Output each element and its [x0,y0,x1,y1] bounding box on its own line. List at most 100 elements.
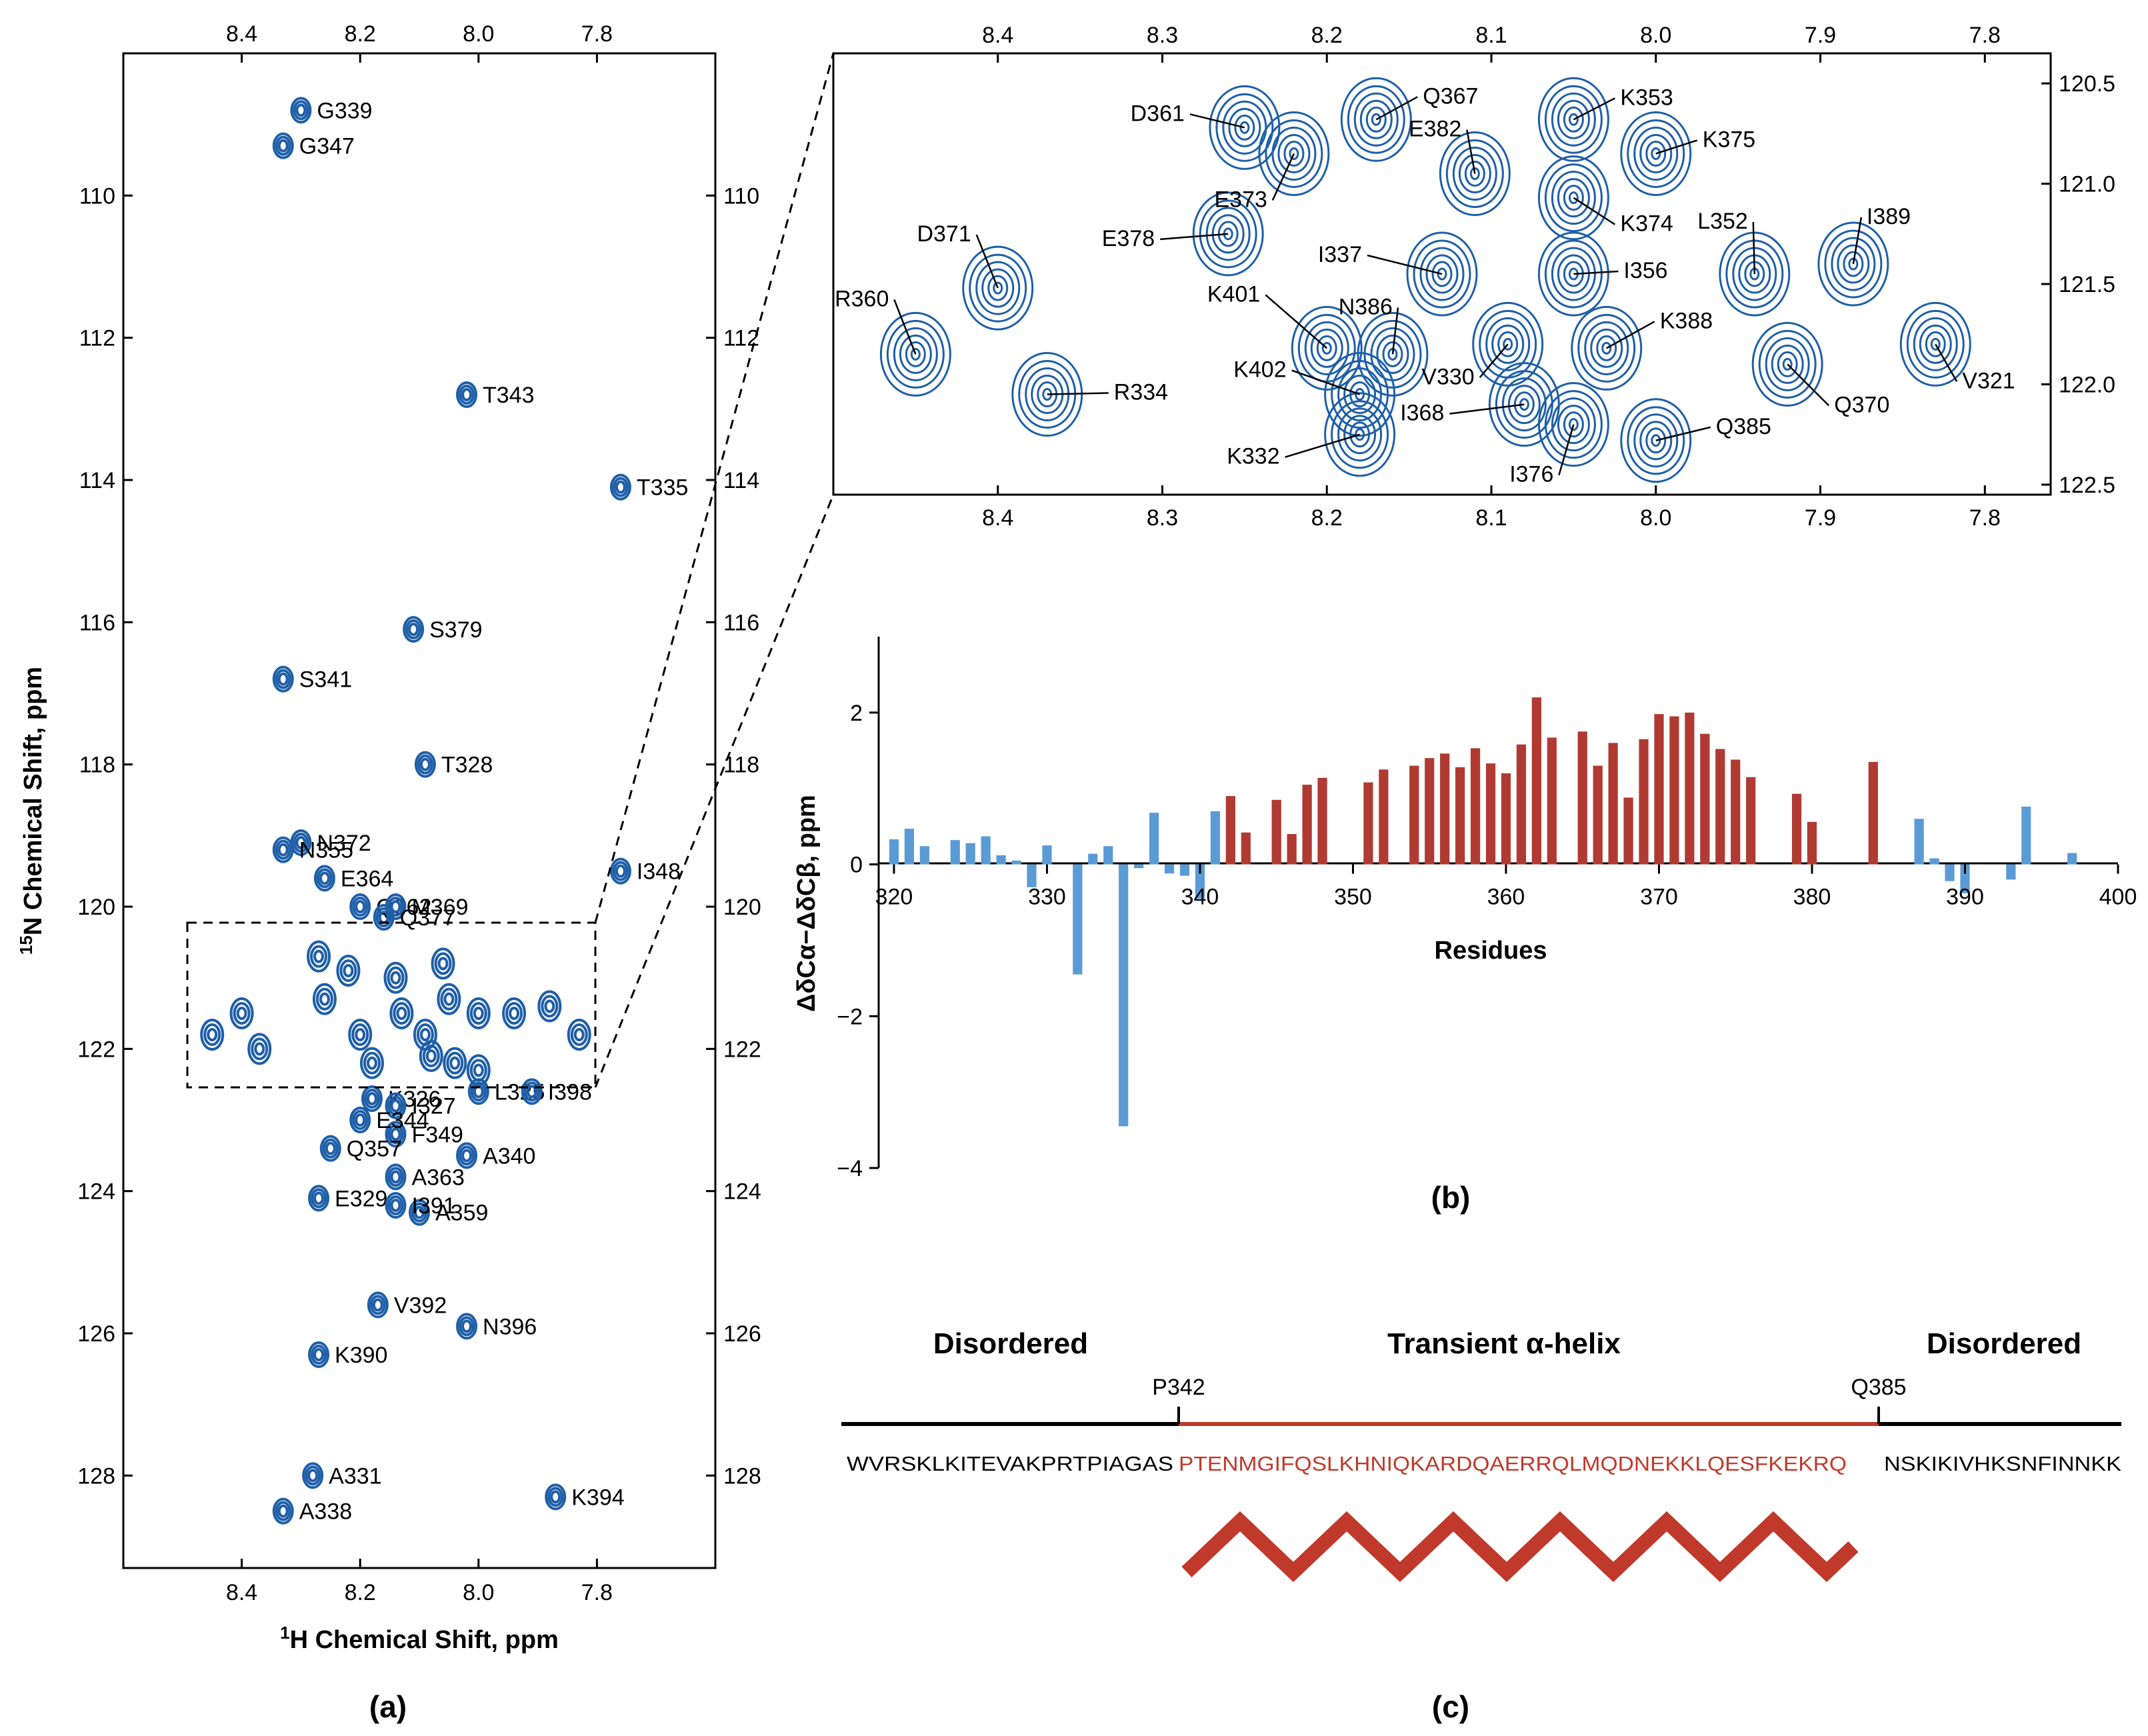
panel-a-frame [122,52,717,1569]
bar-residue-365 [1577,731,1587,865]
zoom-peak-contour [1633,413,1679,468]
bar-residue-342 [1225,796,1235,865]
zoom-peak-label: I356 [1623,258,1667,283]
zoom-leader-line [1787,363,1830,407]
zoom-peak-contour [1355,428,1365,441]
peak-contour [372,1298,383,1312]
peak-e344: E344 [349,1107,429,1133]
zoom-peak-label: K332 [1227,444,1279,469]
bar-residue-341 [1210,811,1221,865]
zoom-peak-contour [1913,317,1958,371]
zoom-peak-contour [1205,207,1251,261]
y-tick-label-right: 126 [723,1321,761,1347]
peak-contour [290,97,312,124]
peak-contour [609,473,631,501]
y-tick-label: 110 [79,183,115,209]
peak-label: Q357 [347,1137,402,1162]
peak-contour [310,945,328,968]
zoom-peak-label: I368 [1400,401,1444,426]
zoom-peak-contour [1291,305,1363,391]
zoom-x-tick-label-top: 7.9 [1805,23,1836,48]
bar-residue-346 [1287,834,1297,865]
zoom-peak-contour [1337,407,1383,462]
zoom-peak-contour [1234,114,1255,141]
peak-label: E344 [376,1108,429,1133]
zoom-peak-contour [1537,382,1609,467]
panel-a-zoom-inset: Q367 K353 D361 E382 K375 E373 K374 E378 D371 L352… [832,23,2115,531]
peak-a338: A338 [272,1497,352,1525]
crowded-peak [383,961,408,994]
panel-a-label: (a) [369,1689,407,1724]
y-tick-label-right: 128 [723,1463,761,1489]
peak-contour [466,997,491,1029]
bar-residue-379 [1791,793,1802,865]
bar-residue-372 [1685,712,1695,865]
panel-a-ylabel: 15N Chemical Shift, ppm [16,667,47,955]
zoom-peak-r360 [879,311,951,397]
zoom-peak-k374 [1537,155,1609,241]
b-x-tick-label: 330 [1028,885,1066,910]
peak-label: A340 [483,1143,535,1169]
peak-label: A338 [299,1499,352,1525]
zoom-peak-contour [1563,185,1584,211]
zoom-peak-contour [969,253,1027,323]
peak-contour [277,843,289,857]
b-x-tick-label: 360 [1487,885,1525,910]
peak-contour [545,1483,567,1511]
y-tick-label: 122 [77,1037,115,1062]
peak-contour [251,1037,269,1061]
zoom-y-tick-label: 122.0 [2059,373,2115,398]
peak-i391: I391 [385,1192,456,1219]
zoom-peak-k332 [1324,392,1396,477]
bar-residue-324 [950,840,960,865]
zoom-peak-contour [1771,344,1804,384]
zoom-peak-contour [1382,341,1403,367]
zoom-peak-contour [1485,317,1531,371]
peak-contour [325,1141,336,1155]
zoom-leader-line [1189,113,1245,129]
peak-contour [469,1059,487,1082]
bar-residue-356 [1440,753,1450,865]
peak-a340: A340 [456,1142,535,1169]
peak-contour [351,1023,369,1046]
peak-label: S341 [299,667,352,693]
zoom-peak-contour [1557,405,1590,445]
zoom-peak-contour [1584,321,1629,375]
zoom-peak-contour [1353,92,1399,147]
bar-residue-340 [1195,864,1205,899]
zoom-peak-contour [1343,375,1377,415]
zoom-peak-label: K388 [1660,308,1713,333]
bar-residue-351 [1363,782,1373,865]
zoom-peak-contour [1283,140,1305,167]
peak-contour [293,100,309,121]
zoom-peak-contour [1445,139,1504,209]
zoom-peak-contour [1848,257,1859,271]
x-tick-label-top: 8.2 [345,21,376,47]
zoom-peak-contour [1831,237,1876,291]
zoom-peak-contour [1439,131,1511,217]
zoom-peak-contour [1472,301,1544,387]
peak-contour [449,1056,461,1070]
zoom-peak-contour [1507,385,1541,425]
crowded-peak [200,1019,225,1051]
peak-contour [366,1092,377,1105]
bar-residue-326 [981,836,991,865]
bar-residue-368 [1623,797,1633,865]
peak-contour [544,999,555,1013]
peak-k390: K390 [308,1341,387,1368]
peak-contour [521,1078,543,1105]
peak-contour [313,865,335,892]
zoom-peak-contour [1209,85,1281,170]
peak-contour [352,897,369,917]
peak-contour [236,1007,247,1020]
zoom-peak-label: K353 [1620,85,1673,110]
peak-contour [434,952,452,975]
y-tick-label-right: 112 [723,326,759,351]
crowded-peak [312,983,337,1015]
crowded-peak [567,1019,591,1051]
peak-label: A331 [329,1463,381,1489]
peak-label: Q377 [400,905,455,931]
zoom-leader-line [1752,221,1756,275]
b-x-tick-label: 380 [1793,885,1831,910]
